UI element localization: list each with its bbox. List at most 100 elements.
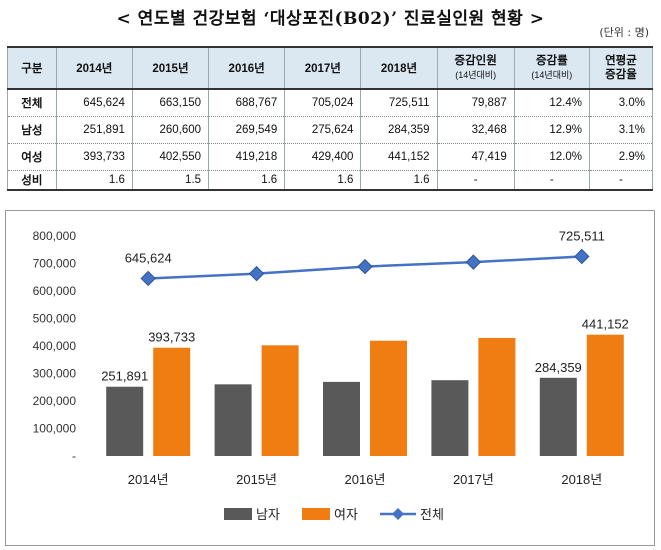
total-marker bbox=[574, 248, 590, 265]
header-cell: 증감인원 (14년대비) bbox=[436, 47, 515, 89]
header-sub: (14년대비) bbox=[455, 70, 497, 80]
x-tick-label: 2015년 bbox=[236, 472, 277, 487]
bar-female bbox=[153, 347, 191, 456]
table-cell: 429,400 bbox=[284, 143, 362, 170]
bar-female bbox=[478, 337, 516, 456]
header-cell: 연평균 증감율 bbox=[588, 47, 654, 89]
header-cell: 2016년 bbox=[208, 47, 286, 89]
table-cell: 12.4% bbox=[513, 89, 590, 116]
table-cell: 645,624 bbox=[55, 89, 133, 116]
y-tick-label: 100,000 bbox=[33, 422, 77, 436]
y-tick-label: 500,000 bbox=[33, 312, 77, 326]
page-title: < 연도별 건강보험 ‘대상포진(B02)’ 진료실인원 현황 > bbox=[116, 9, 545, 29]
table-cell: 251,891 bbox=[55, 116, 133, 143]
total-marker bbox=[465, 254, 482, 270]
table-cell: 1.6 bbox=[360, 170, 438, 190]
table-cell: - bbox=[588, 170, 654, 190]
table-cell: - bbox=[513, 170, 590, 190]
total-marker bbox=[248, 265, 265, 282]
header-cell: 2018년 bbox=[360, 47, 438, 89]
header-sub: (14년대비) bbox=[531, 70, 573, 80]
legend-swatch bbox=[302, 508, 330, 520]
header-main: 증감인원 bbox=[454, 55, 497, 67]
bar-male bbox=[214, 384, 252, 456]
table-row: 성비 1.6 1.5 1.6 1.6 1.6- - - bbox=[7, 170, 654, 190]
table-cell: 79,887 bbox=[436, 89, 515, 116]
table-header-row: 구분 2014년 2015년 2016년 2017년 2018년 증감인원 (1… bbox=[7, 47, 654, 89]
table-cell: - bbox=[436, 170, 515, 190]
total-marker bbox=[357, 258, 373, 275]
table-cell: 393,733 bbox=[55, 143, 133, 170]
row-header: 전체 bbox=[7, 89, 57, 116]
header-cell: 2014년 bbox=[55, 47, 133, 89]
total-marker bbox=[140, 270, 156, 287]
header-cell: 2017년 bbox=[284, 47, 362, 89]
chart: - 100,000 200,000 300,000 400,000 500,000 600,… bbox=[33, 228, 629, 522]
table-cell: 12.0% bbox=[513, 143, 590, 170]
row-header: 성비 bbox=[7, 170, 57, 190]
table-cell: 402,550 bbox=[131, 143, 210, 170]
legend-label: 여자 bbox=[334, 507, 358, 522]
y-tick-label: 800,000 bbox=[33, 229, 77, 243]
table-cell: 32,468 bbox=[436, 116, 515, 143]
table-cell: 1.5 bbox=[131, 170, 210, 190]
legend-label: 전체 bbox=[420, 507, 444, 522]
x-tick-label: 2017년 bbox=[453, 472, 494, 487]
table-row: 남성 251,891 260,600 269,549 275,624 284,359 32,… bbox=[7, 116, 654, 143]
header-main: 증감률 bbox=[535, 55, 568, 67]
table-cell: 2.9% bbox=[588, 143, 654, 170]
data-label: 725,511 bbox=[559, 228, 605, 243]
table-cell: 1.6 bbox=[208, 170, 286, 190]
x-tick-label: 2018년 bbox=[561, 472, 602, 487]
legend-swatch bbox=[224, 508, 252, 520]
unit-note: (단위 : 명) bbox=[599, 26, 649, 39]
legend-marker bbox=[392, 508, 404, 520]
y-tick-label: 600,000 bbox=[33, 284, 77, 298]
table-row: 여성 393,733 402,550 419,218 429,400 441,152 47,… bbox=[7, 143, 654, 170]
data-label: 393,733 bbox=[148, 330, 195, 345]
table-cell: 275,624 bbox=[284, 116, 362, 143]
table-cell: 663,150 bbox=[131, 89, 210, 116]
x-tick-label: 2014년 bbox=[128, 472, 169, 487]
table-cell: 47,419 bbox=[436, 143, 515, 170]
header-main: 증감율 bbox=[605, 69, 637, 81]
bar-male bbox=[539, 377, 577, 456]
y-tick-label: 300,000 bbox=[33, 367, 77, 381]
bar-female bbox=[370, 340, 407, 456]
data-label: 441,152 bbox=[582, 317, 629, 332]
data-label: 251,891 bbox=[101, 369, 148, 384]
table-cell: 284,359 bbox=[360, 116, 438, 143]
table-cell: 3.0% bbox=[588, 89, 654, 116]
table-cell: 1.6 bbox=[284, 170, 362, 190]
row-header: 남성 bbox=[7, 116, 57, 143]
header-cell: 2015년 bbox=[131, 47, 210, 89]
stats-table: 구분 2014년 2015년 2016년 2017년 2018년 증감인원 (1… bbox=[7, 46, 654, 191]
bar-male bbox=[106, 386, 144, 456]
table-cell: 441,152 bbox=[360, 143, 438, 170]
table-cell: 688,767 bbox=[208, 89, 286, 116]
table-cell: 725,511 bbox=[360, 89, 438, 116]
bar-female bbox=[586, 334, 624, 456]
chart-container: - 100,000 200,000 300,000 400,000 500,000 600,… bbox=[5, 210, 655, 546]
legend-label: 남자 bbox=[256, 507, 280, 522]
y-tick-label: - bbox=[72, 449, 76, 463]
table-cell: 1.6 bbox=[55, 170, 133, 190]
header-main: 연평균 bbox=[605, 55, 637, 67]
table-row: 전체 645,624 663,150 688,767 705,024 725,511 79,… bbox=[7, 89, 654, 116]
table-cell: 260,600 bbox=[131, 116, 210, 143]
y-tick-label: 200,000 bbox=[33, 394, 77, 408]
table-cell: 12.9% bbox=[513, 116, 590, 143]
header-cell: 증감률 (14년대비) bbox=[513, 47, 590, 89]
bar-male bbox=[431, 380, 469, 456]
table-cell: 419,218 bbox=[208, 143, 286, 170]
row-header: 여성 bbox=[7, 143, 57, 170]
table-cell: 3.1% bbox=[588, 116, 654, 143]
data-label: 645,624 bbox=[125, 250, 172, 265]
header-cell: 구분 bbox=[7, 47, 57, 89]
bar-female bbox=[261, 345, 299, 456]
x-tick-label: 2016년 bbox=[345, 472, 386, 487]
y-tick-label: 700,000 bbox=[33, 257, 77, 271]
bar-male bbox=[323, 381, 360, 456]
y-tick-label: 400,000 bbox=[33, 339, 77, 353]
data-label: 284,359 bbox=[535, 360, 582, 375]
